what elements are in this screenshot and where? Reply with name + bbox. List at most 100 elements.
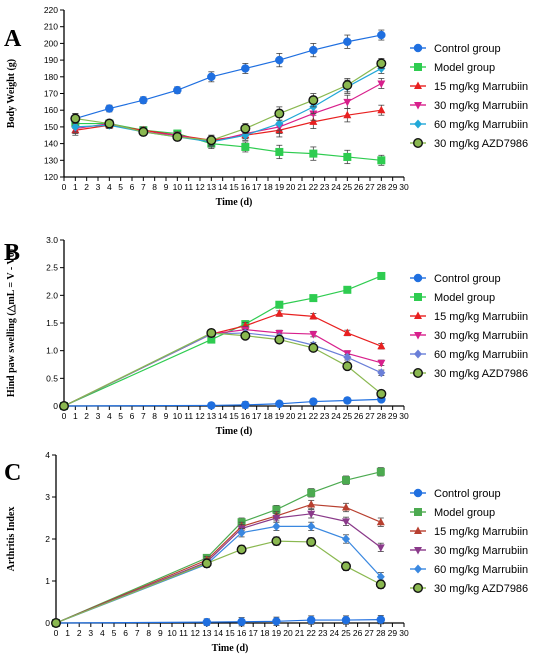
x-tick-label: 21 xyxy=(297,411,307,421)
y-tick-label: 160 xyxy=(44,105,58,115)
y-tick-label: 1.5 xyxy=(46,318,58,328)
x-tick-label: 5 xyxy=(112,628,117,638)
x-tick-label: 24 xyxy=(330,628,340,638)
y-tick-label: 200 xyxy=(44,38,58,48)
legend-marker xyxy=(413,273,423,283)
data-point xyxy=(51,618,62,629)
x-tick-label: 12 xyxy=(190,628,200,638)
series-line xyxy=(55,503,382,624)
x-tick-label: 11 xyxy=(184,411,193,421)
data-point xyxy=(172,131,183,142)
data-point xyxy=(274,108,285,119)
x-tick-label: 29 xyxy=(388,182,398,192)
legend-label: Control group xyxy=(434,488,501,500)
legend-marker xyxy=(414,63,422,71)
series-line xyxy=(63,398,382,407)
x-tick-label: 17 xyxy=(248,628,258,638)
x-tick-label: 16 xyxy=(237,628,247,638)
series-30-mg-kg-azd7986 xyxy=(59,327,387,412)
legend-label: 15 mg/kg Marrubiin xyxy=(434,311,528,323)
legend-marker xyxy=(414,311,422,319)
x-tick-label: 3 xyxy=(96,182,101,192)
series-line xyxy=(75,109,382,141)
x-tick-label: 9 xyxy=(164,182,169,192)
x-tick-label: 17 xyxy=(252,411,262,421)
series-30-mg-kg-azd7986 xyxy=(70,58,387,146)
series-30-mg-kg-marrubiin xyxy=(52,509,385,628)
x-tick-label: 2 xyxy=(84,182,89,192)
x-tick-label: 14 xyxy=(218,182,228,192)
data-point xyxy=(306,536,317,547)
legend: Control group Model group 15 mg/kg Marrubi… xyxy=(410,488,528,595)
data-point xyxy=(240,123,251,134)
x-tick-label: 6 xyxy=(123,628,128,638)
x-axis-label: Time (d) xyxy=(212,643,249,654)
legend-label: 60 mg/kg Marrubiin xyxy=(434,119,528,131)
legend-label: Model group xyxy=(434,292,495,304)
data-point xyxy=(241,400,250,410)
y-tick-label: 4 xyxy=(45,450,50,460)
data-point xyxy=(201,558,212,569)
series-model-group xyxy=(60,271,386,410)
series-line xyxy=(63,332,382,407)
y-axis-label: Arthritis Index xyxy=(6,507,17,572)
y-tick-label: 3.0 xyxy=(46,235,58,245)
legend-marker xyxy=(414,564,422,574)
legend-label: 30 mg/kg AZD7986 xyxy=(434,138,528,150)
data-point xyxy=(376,544,385,552)
data-point xyxy=(343,396,352,405)
y-axis-label: Body Weight (g) xyxy=(6,59,17,128)
y-tick-label: 210 xyxy=(44,22,58,32)
data-point xyxy=(342,503,350,511)
legend-marker xyxy=(413,43,423,53)
series-line xyxy=(75,82,382,143)
y-tick-label: 0.5 xyxy=(46,373,58,383)
x-tick-label: 29 xyxy=(388,628,398,638)
legend: Control group Model group 15 mg/kg Marrubi… xyxy=(410,273,528,380)
x-tick-label: 20 xyxy=(283,628,293,638)
data-point xyxy=(376,615,386,624)
legend-label: 60 mg/kg Marrubiin xyxy=(434,349,528,361)
data-point xyxy=(207,401,216,410)
x-tick-label: 25 xyxy=(343,182,353,192)
legend-label: 30 mg/kg Marrubiin xyxy=(434,330,528,342)
legend-marker xyxy=(414,293,422,301)
x-tick-label: 18 xyxy=(260,628,270,638)
data-point xyxy=(376,58,387,69)
x-tick-label: 26 xyxy=(353,628,363,638)
legend-marker xyxy=(413,583,424,594)
y-tick-label: 1 xyxy=(45,576,50,586)
data-point xyxy=(307,488,316,497)
x-tick-label: 16 xyxy=(241,411,251,421)
series-line xyxy=(63,329,382,407)
x-tick-label: 26 xyxy=(354,182,364,192)
x-tick-label: 15 xyxy=(225,628,235,638)
x-tick-label: 5 xyxy=(118,182,123,192)
series-model-group xyxy=(52,467,385,627)
x-tick-label: 15 xyxy=(229,182,239,192)
data-point xyxy=(309,311,318,320)
legend-label: 60 mg/kg Marrubiin xyxy=(434,564,528,576)
x-tick-label: 22 xyxy=(309,411,319,421)
series-line xyxy=(75,62,382,141)
x-tick-label: 12 xyxy=(195,411,205,421)
legend-marker xyxy=(413,137,424,148)
series-30-mg-kg-azd7986 xyxy=(51,536,386,629)
series-line xyxy=(63,332,382,407)
data-point xyxy=(309,149,318,158)
x-tick-label: 2 xyxy=(77,628,82,638)
x-tick-label: 4 xyxy=(107,182,112,192)
data-point xyxy=(275,300,284,309)
x-tick-label: 19 xyxy=(275,411,285,421)
data-point xyxy=(105,104,114,113)
data-point xyxy=(271,536,282,547)
data-point xyxy=(275,147,284,156)
series-line xyxy=(55,525,382,624)
legend-marker xyxy=(414,119,422,129)
x-tick-label: 24 xyxy=(331,182,341,192)
data-point xyxy=(342,80,353,91)
series-line xyxy=(55,471,381,624)
series-control-group xyxy=(51,615,386,628)
